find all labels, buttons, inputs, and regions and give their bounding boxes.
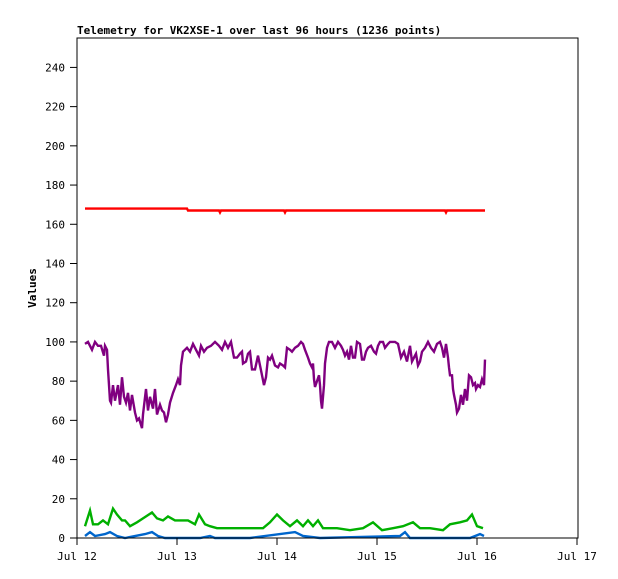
x-tick-label: Jul 15 bbox=[357, 550, 397, 563]
y-tick-label: 220 bbox=[45, 101, 65, 114]
y-tick-label: 20 bbox=[52, 493, 65, 506]
y-tick-label: 0 bbox=[58, 532, 65, 545]
x-tick-label: Jul 17 bbox=[557, 550, 597, 563]
series-layer bbox=[83, 207, 487, 540]
y-tick-label: 120 bbox=[45, 297, 65, 310]
y-tick-label: 100 bbox=[45, 336, 65, 349]
y-tick-label: 160 bbox=[45, 218, 65, 231]
series-line-1 bbox=[84, 338, 487, 429]
y-tick-label: 40 bbox=[52, 454, 65, 467]
y-tick-label: 80 bbox=[52, 375, 65, 388]
x-tick-label: Jul 12 bbox=[57, 550, 97, 563]
y-tick-label: 240 bbox=[45, 61, 65, 74]
series-line-0 bbox=[85, 207, 485, 216]
plot-frame bbox=[76, 37, 579, 539]
x-tick-label: Jul 16 bbox=[457, 550, 497, 563]
y-tick-label: 200 bbox=[45, 140, 65, 153]
x-tick-label: Jul 13 bbox=[157, 550, 197, 563]
y-tick-label: 140 bbox=[45, 257, 65, 270]
chart-title: Telemetry for VK2XSE-1 over last 96 hour… bbox=[77, 24, 441, 37]
y-tick-label: 180 bbox=[45, 179, 65, 192]
x-tick-label: Jul 14 bbox=[257, 550, 297, 563]
axes-layer: 0 20 40 60 80 100 120 140 160 180 200 220 240 Jul 12 J… bbox=[45, 61, 597, 563]
y-tick-label: 60 bbox=[52, 414, 65, 427]
series-line-3 bbox=[84, 530, 485, 540]
y-axis-label: Values bbox=[26, 268, 39, 308]
series-line-2 bbox=[83, 505, 484, 532]
